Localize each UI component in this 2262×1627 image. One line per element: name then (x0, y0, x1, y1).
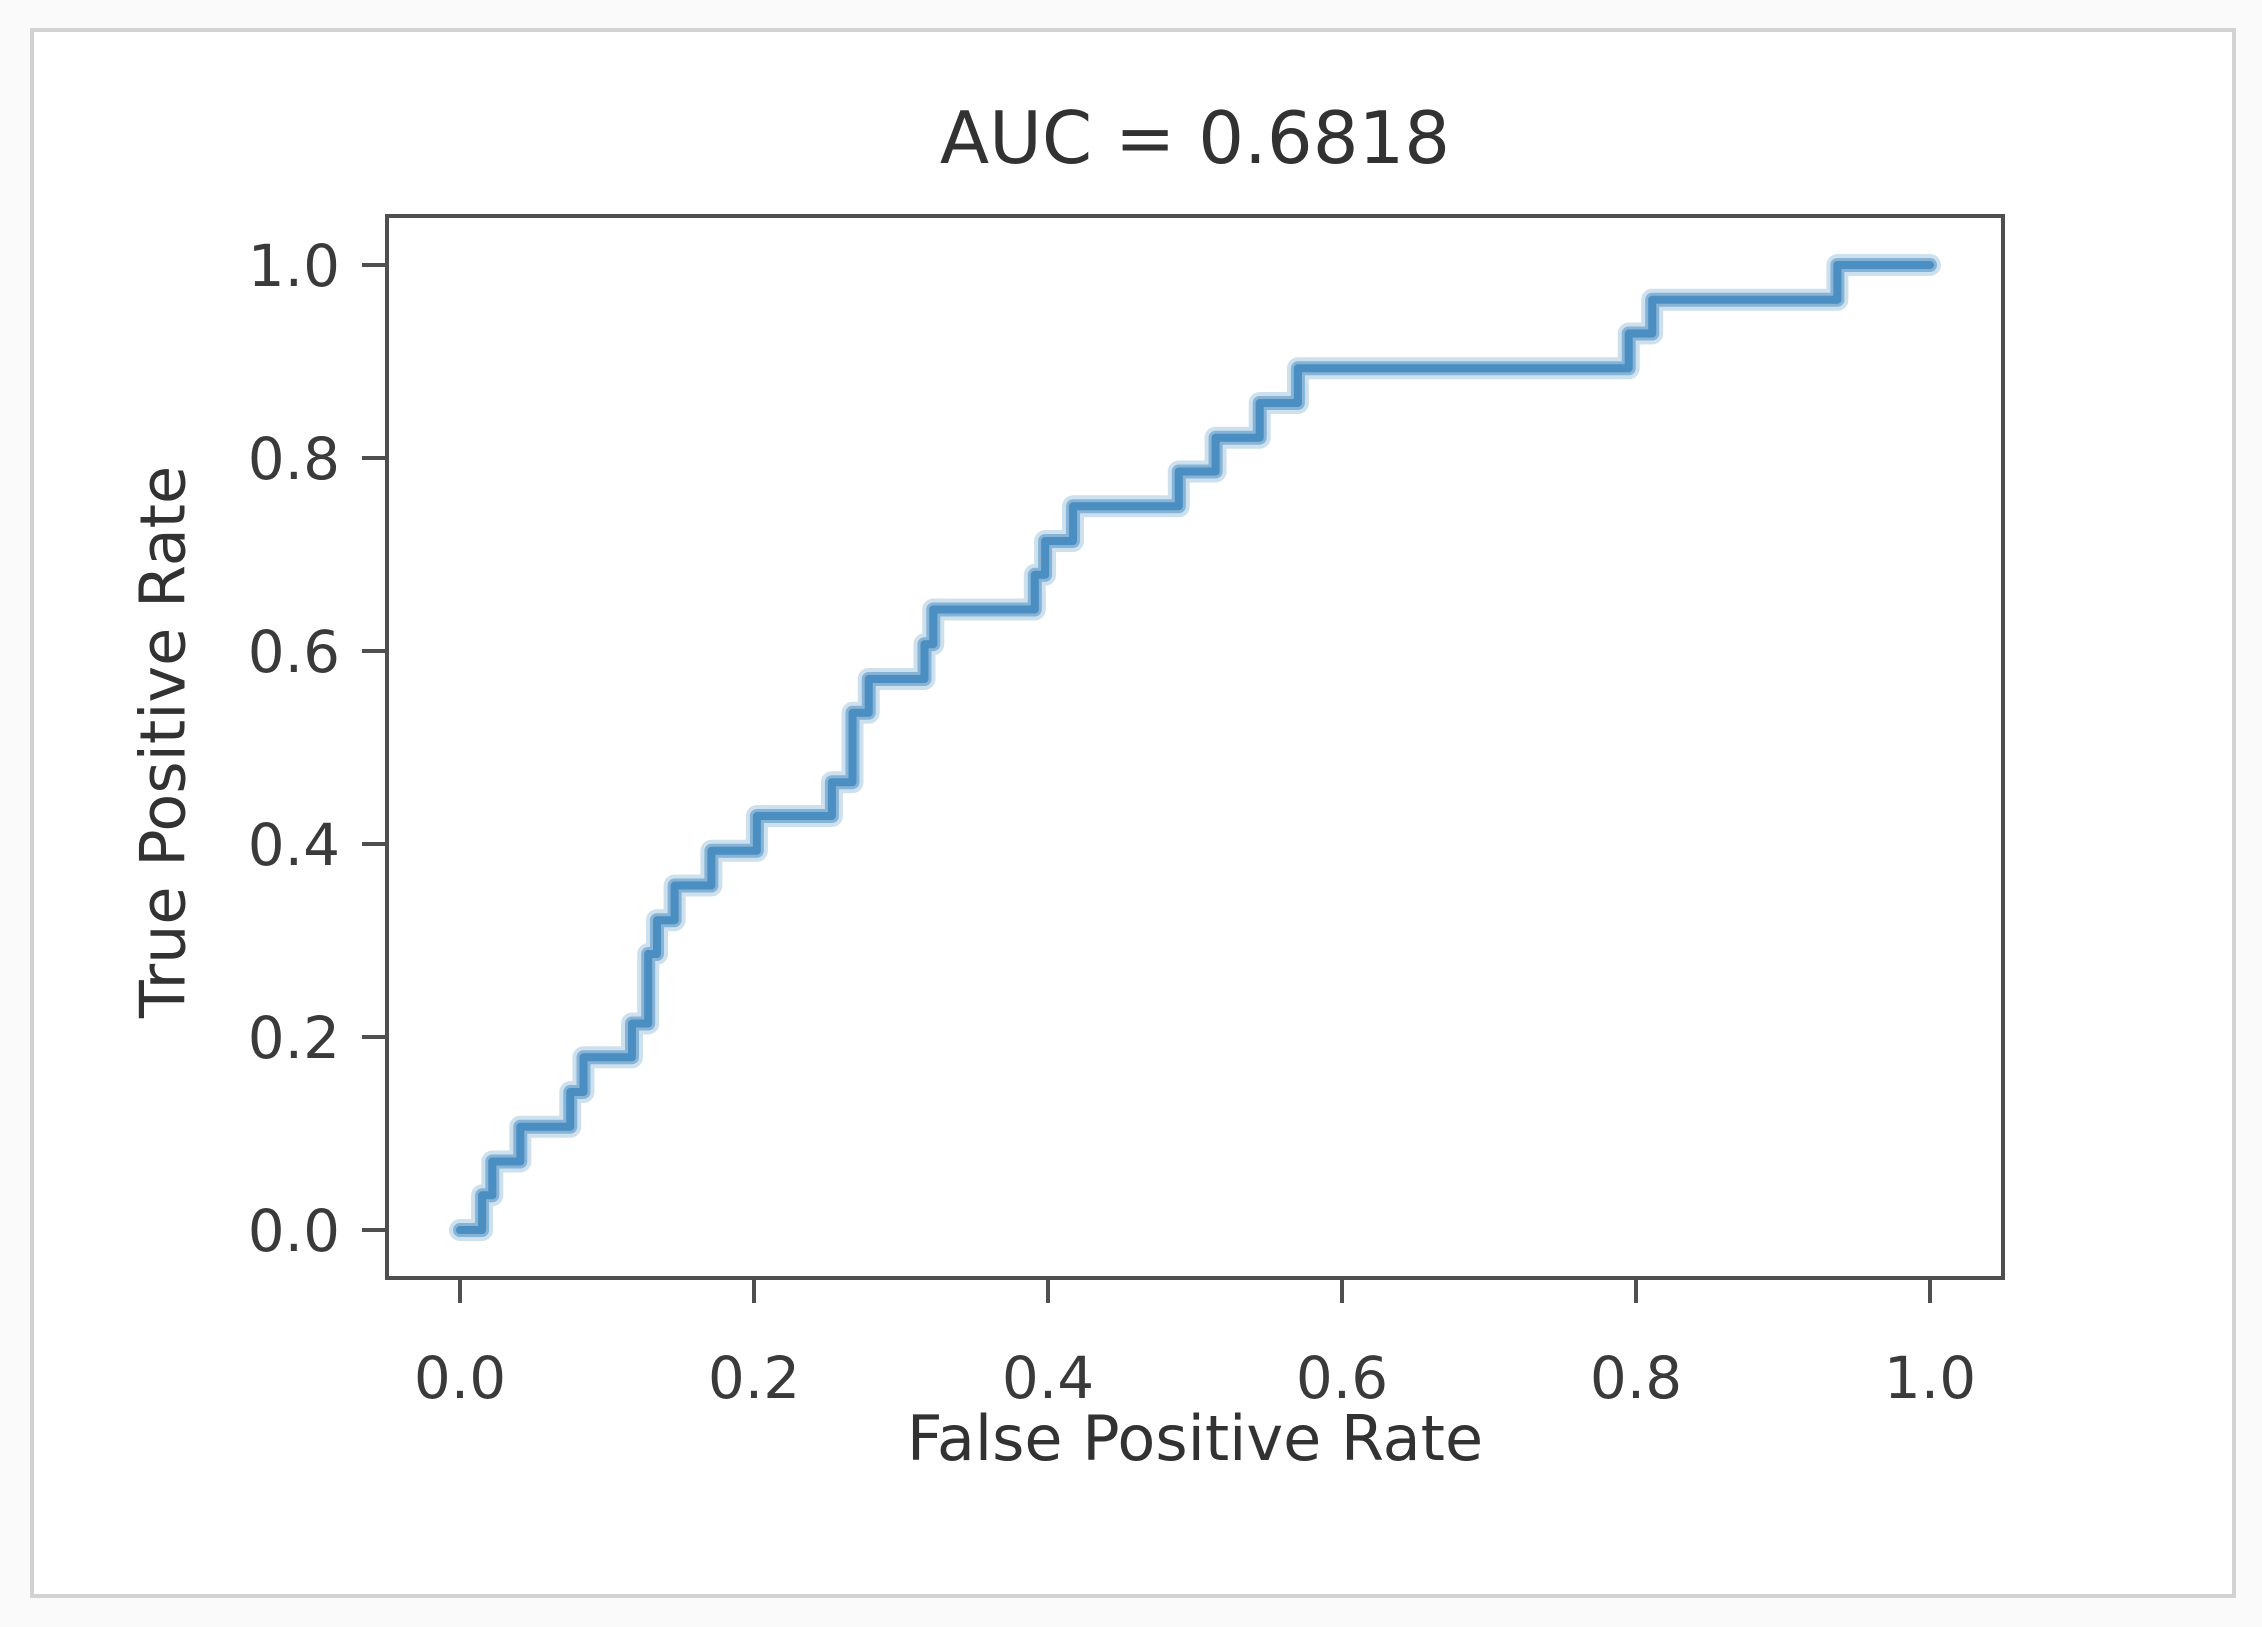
y-tick-label: 0.4 (248, 811, 340, 879)
x-axis-label: False Positive Rate (906, 1402, 1484, 1475)
chart-title: AUC = 0.6818 (939, 96, 1451, 180)
roc-curve-line-halo (453, 258, 1937, 1237)
x-tick-label: 0.6 (1296, 1344, 1388, 1412)
y-tick-label: 0.6 (248, 618, 340, 686)
figure-frame (30, 28, 2236, 1598)
x-tick-label: 0.0 (414, 1344, 506, 1412)
axes-spines (385, 214, 2005, 1280)
roc-curve-line (456, 261, 1934, 1234)
x-tick-label: 0.2 (708, 1344, 800, 1412)
y-tick-label: 0.0 (248, 1197, 340, 1265)
x-tick-label: 0.4 (1002, 1344, 1094, 1412)
x-tick-label: 1.0 (1884, 1344, 1976, 1412)
y-tick-label: 0.8 (248, 425, 340, 493)
y-axis-label: True Positive Rate (126, 465, 200, 1019)
roc-curve-line-halo (449, 254, 1941, 1241)
x-tick-label: 0.8 (1590, 1344, 1682, 1412)
y-tick-label: 0.2 (248, 1004, 340, 1072)
y-tick-label: 1.0 (248, 232, 340, 300)
